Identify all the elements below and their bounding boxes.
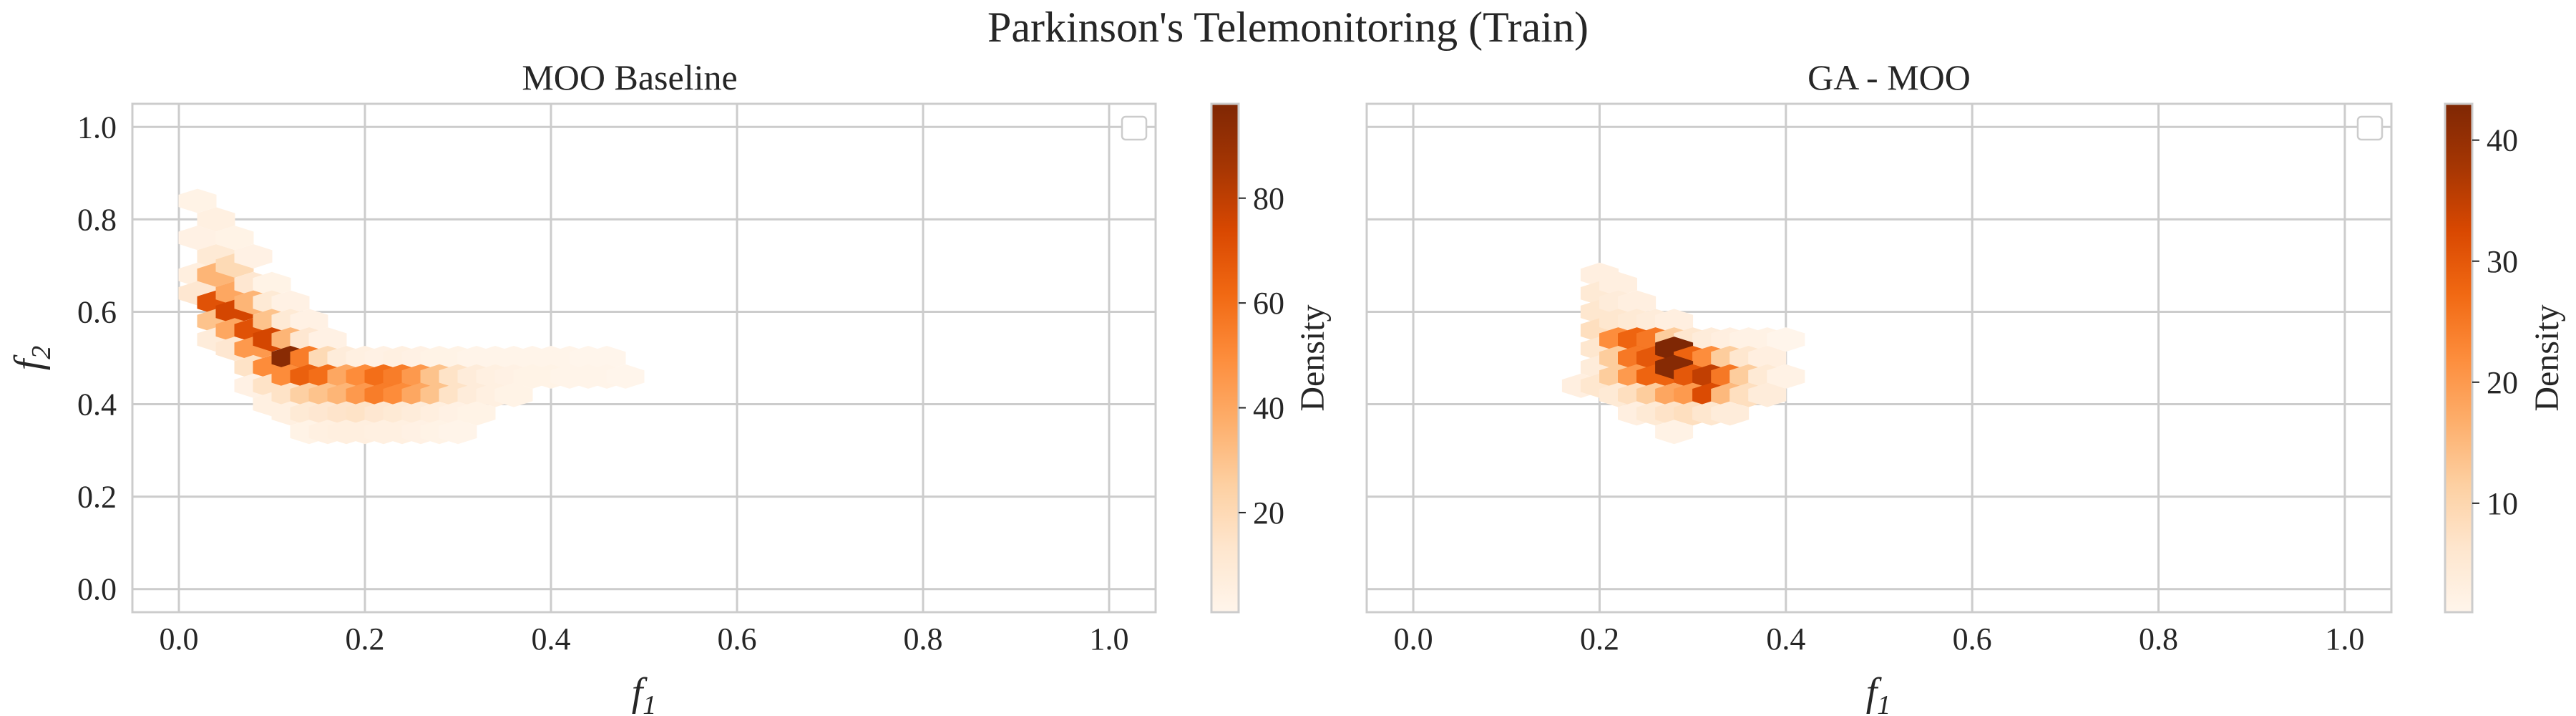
- colorbar: [1210, 102, 1240, 614]
- figure-title: Parkinson's Telemonitoring (Train): [987, 4, 1589, 51]
- hexbin-layer: [178, 188, 645, 445]
- y-axis-label: f2: [6, 346, 57, 371]
- y-tick-label: 0.6: [77, 294, 117, 329]
- y-tick-label: 0.2: [77, 480, 117, 515]
- panel-title: GA - MOO: [1807, 57, 1971, 97]
- hex-bin: [1748, 382, 1787, 407]
- colorbar-label: Density: [2528, 304, 2566, 411]
- hex-bin: [1711, 401, 1750, 426]
- colorbar-tick-label: 60: [1253, 286, 1284, 321]
- x-axis-label: f1: [1866, 670, 1891, 716]
- x-tick-label: 1.0: [2325, 621, 2364, 657]
- colorbar-tick-label: 10: [2487, 486, 2518, 521]
- hex-bin: [606, 364, 645, 389]
- colorbar-tick-label: 30: [2487, 244, 2518, 279]
- hex-bin: [457, 401, 496, 426]
- hex-bin: [1767, 327, 1805, 352]
- y-tick-label: 0.4: [77, 387, 117, 422]
- x-tick-label: 0.6: [718, 621, 757, 657]
- x-tick-label: 0.0: [1394, 621, 1433, 657]
- colorbar-tick-label: 80: [1253, 181, 1284, 216]
- colorbar: [2444, 102, 2474, 614]
- plot-area: [1365, 102, 2393, 614]
- hex-bin: [215, 226, 254, 251]
- panel-title: MOO Baseline: [522, 57, 737, 97]
- x-axis-label: f1: [632, 670, 657, 716]
- colorbar-tick-labels: 10 20 30 40: [2472, 123, 2518, 521]
- x-tick-label: 0.0: [160, 621, 199, 657]
- x-tick-label: 0.8: [2139, 621, 2178, 657]
- hex-bin: [494, 382, 533, 407]
- x-tick-label: 0.4: [1766, 621, 1805, 657]
- colorbar-label: Density: [1294, 304, 1332, 411]
- x-tick-labels: 0.0 0.2 0.4 0.6 0.8 1.0: [160, 621, 1129, 657]
- y-tick-label: 0.0: [77, 572, 117, 607]
- colorbar-tick-label: 20: [1253, 495, 1284, 531]
- panel-moo-baseline: MOO Baseline 0.0 0.2 0.4 0.6 0.8 1.0 0.00.20.…: [6, 57, 1332, 716]
- colorbar-tick-label: 20: [2487, 365, 2518, 400]
- x-tick-label: 0.8: [904, 621, 943, 657]
- hex-bin: [439, 420, 477, 445]
- hexbin-layer: [1561, 262, 1805, 445]
- colorbar-tick-labels: 20 40 60 80: [1239, 181, 1284, 531]
- hex-bin: [234, 243, 273, 269]
- y-tick-labels: 0.0 0.2 0.4 0.6 0.8 1.0: [77, 110, 117, 606]
- hex-bin: [178, 188, 217, 213]
- hex-bin: [1655, 420, 1694, 445]
- x-tick-label: 0.6: [1953, 621, 1992, 657]
- y-tick-label: 1.0: [77, 110, 117, 145]
- empty-legend-box: [2356, 115, 2384, 141]
- y-tick-label: 0.8: [77, 202, 117, 237]
- colorbar-tick-label: 40: [1253, 391, 1284, 426]
- empty-legend-box: [1121, 115, 1148, 141]
- x-tick-label: 0.2: [346, 621, 385, 657]
- colorbar-tick-label: 40: [2487, 123, 2518, 158]
- x-tick-label: 0.4: [532, 621, 571, 657]
- panel-ga-moo: GA - MOO 0.0 0.2 0.4 0.6 0.8 1.0 f1 10203040 …: [1365, 57, 2566, 716]
- x-tick-label: 1.0: [1090, 621, 1129, 657]
- x-tick-labels: 0.0 0.2 0.4 0.6 0.8 1.0: [1394, 621, 2365, 657]
- hex-bin: [1767, 364, 1805, 389]
- x-tick-label: 0.2: [1580, 621, 1619, 657]
- hex-bin: [197, 207, 235, 232]
